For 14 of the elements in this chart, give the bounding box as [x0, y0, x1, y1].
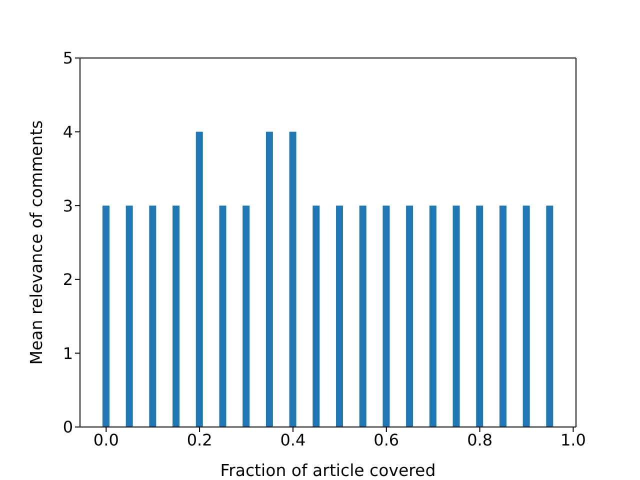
y-tick-label: 4 [62, 122, 73, 142]
x-tick-label: 0.8 [467, 430, 493, 450]
x-tick-label: 0.0 [93, 430, 119, 450]
y-tick-label: 5 [62, 48, 73, 68]
x-axis-title: Fraction of article covered [220, 461, 436, 480]
y-tick-label: 0 [62, 418, 73, 437]
x-tick-label: 0.2 [186, 430, 212, 450]
y-tick-label: 2 [62, 270, 73, 290]
x-tick-label: 1.0 [560, 430, 586, 450]
x-tick-label: 0.4 [280, 430, 306, 450]
y-tick-label: 3 [62, 196, 73, 216]
y-axis-title: Mean relevance of comments [26, 120, 46, 365]
y-tick-label: 1 [62, 344, 73, 363]
x-tick-label: 0.6 [374, 430, 400, 450]
